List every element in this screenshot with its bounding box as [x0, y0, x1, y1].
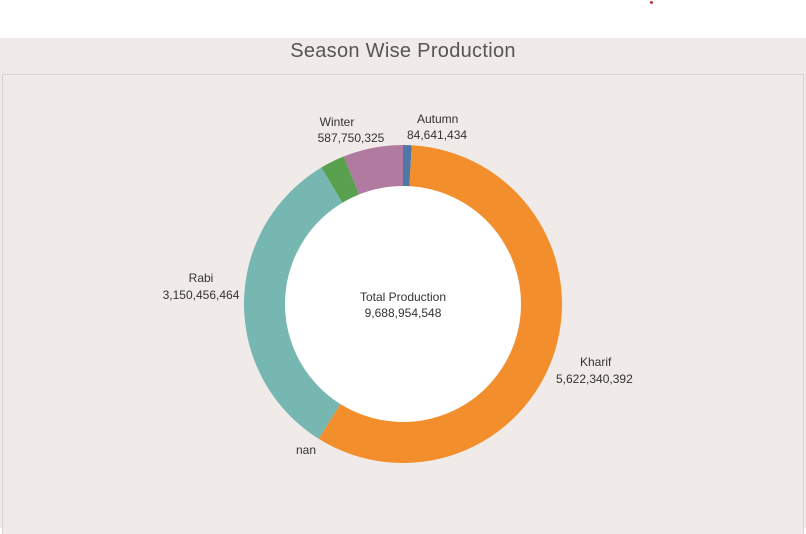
label-kharif-value: 5,622,340,392 [556, 372, 633, 386]
label-winter-value: 587,750,325 [318, 131, 385, 145]
label-autumn-value: 84,641,434 [407, 128, 467, 142]
label-autumn-name: Autumn [417, 112, 458, 126]
label-nan-name: nan [296, 443, 316, 457]
label-rabi-name: Rabi [189, 271, 214, 285]
center-label: Total Production [360, 290, 446, 304]
donut-hole [285, 186, 521, 422]
label-winter-name: Winter [320, 115, 355, 129]
label-rabi-value: 3,150,456,464 [163, 288, 240, 302]
center-value: 9,688,954,548 [365, 306, 442, 320]
label-kharif-name: Kharif [580, 355, 612, 369]
